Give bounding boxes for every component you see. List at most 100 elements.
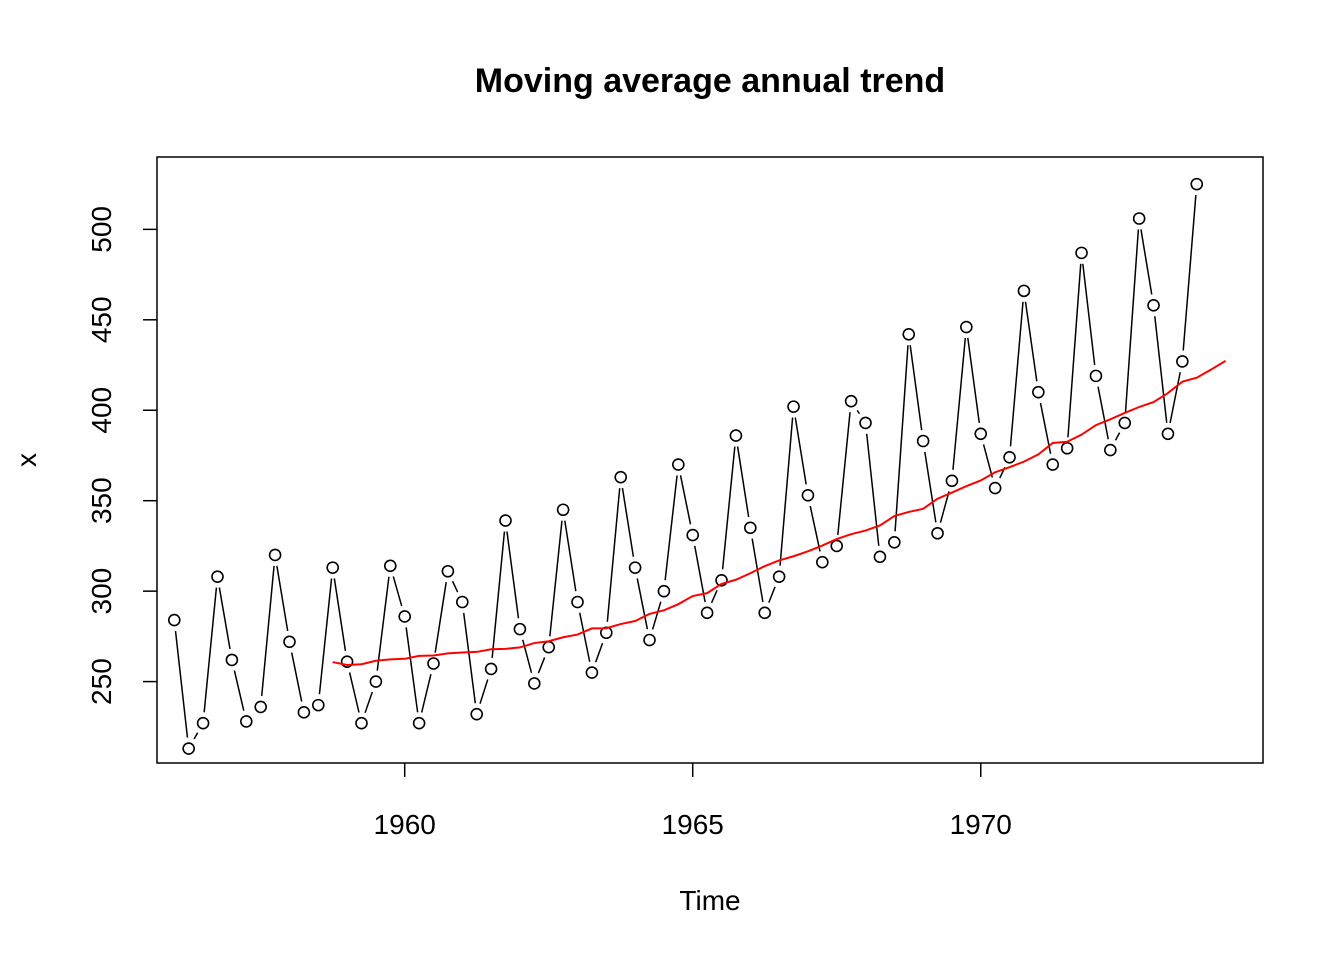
plot-frame: [156, 156, 1264, 764]
data-point: [1089, 369, 1103, 383]
data-point: [1132, 212, 1146, 225]
data-point: [931, 526, 944, 540]
series-segment: [894, 345, 909, 532]
series-segment: [1124, 229, 1140, 412]
y-tick-label: 400: [86, 387, 117, 434]
series-segment: [710, 590, 718, 604]
series-segment: [260, 565, 275, 697]
series-segment: [982, 444, 994, 478]
series-segment: [549, 520, 563, 637]
series-segment: [376, 576, 390, 671]
data-point: [643, 633, 656, 647]
data-point: [499, 514, 512, 527]
data-point: [888, 536, 901, 549]
data-point: [960, 320, 973, 334]
data-point: [441, 564, 455, 578]
series-segment: [768, 586, 776, 603]
series-segment: [1097, 386, 1109, 440]
data-point: [916, 434, 930, 448]
data-point: [873, 550, 887, 564]
series-segment: [837, 412, 851, 536]
data-point: [398, 610, 411, 623]
data-point: [585, 666, 599, 679]
data-point: [614, 470, 628, 484]
series-segment: [434, 582, 447, 653]
series-segment: [333, 578, 347, 651]
series-segment: [1154, 316, 1168, 423]
series-segment: [537, 657, 546, 674]
data-point: [758, 606, 772, 620]
series-segment: [594, 642, 604, 663]
data-point: [1176, 355, 1189, 368]
data-point: [383, 559, 397, 573]
series-segment: [1140, 229, 1153, 295]
data-point: [772, 570, 786, 583]
series-segment: [1009, 301, 1024, 447]
y-tick-label: 500: [86, 206, 117, 253]
data-point: [225, 653, 239, 667]
series-segment: [721, 446, 736, 570]
data-point: [974, 427, 988, 441]
y-axis: 250 300 350 400 450 500: [86, 206, 157, 705]
data-point: [412, 716, 426, 730]
series-segment: [348, 672, 360, 713]
data-point: [340, 655, 354, 668]
trend-line: [332, 360, 1227, 666]
series-segment: [621, 487, 635, 557]
series-segment: [967, 337, 981, 423]
x-axis-label: Time: [679, 885, 740, 916]
data-point: [686, 528, 700, 542]
data-point: [1118, 416, 1132, 430]
series-segment: [318, 578, 333, 695]
series-segment: [203, 587, 218, 713]
series-segment: [856, 409, 861, 415]
data-point: [542, 640, 556, 654]
series-segment: [651, 601, 662, 630]
series-segment: [405, 627, 419, 713]
y-axis-label: x: [11, 453, 42, 467]
y-tick-label: 250: [86, 658, 117, 705]
series-segment: [1024, 301, 1038, 382]
x-tick-label: 1960: [374, 809, 436, 840]
trend-layer: [332, 360, 1227, 666]
data-point: [715, 573, 728, 587]
data-point: [369, 675, 383, 688]
data-point: [672, 458, 685, 471]
series-segment: [664, 475, 678, 581]
data-point: [355, 716, 368, 730]
series-segment: [779, 417, 794, 566]
x-tick-label: 1970: [950, 809, 1012, 840]
series-segment: [392, 576, 403, 607]
series-segment: [939, 491, 950, 523]
series-layer: [167, 177, 1204, 755]
data-point: [902, 327, 916, 341]
series-segment: [809, 505, 821, 552]
data-point: [513, 622, 527, 636]
series-segment: [1182, 195, 1197, 351]
y-tick-label: 350: [86, 477, 117, 524]
data-point: [254, 700, 267, 714]
data-point: [787, 400, 800, 413]
data-point: [456, 595, 469, 609]
data-point: [729, 429, 743, 442]
series-segment: [174, 630, 189, 738]
data-point: [844, 394, 858, 408]
series-segment: [693, 545, 706, 603]
series-segment: [1169, 372, 1181, 424]
data-point: [470, 707, 484, 721]
series-segment: [364, 691, 374, 714]
series-segment: [290, 652, 303, 702]
data-point: [167, 613, 181, 627]
series-segment: [924, 451, 937, 523]
data-point: [196, 716, 210, 730]
series-segment: [420, 674, 432, 713]
data-point: [988, 481, 1002, 495]
data-point: [830, 539, 844, 553]
data-point: [1104, 443, 1117, 457]
data-point: [1003, 450, 1016, 464]
series-segment: [479, 679, 489, 704]
series-segment: [1114, 432, 1121, 441]
series-segment: [491, 531, 506, 659]
data-point: [1060, 441, 1074, 455]
